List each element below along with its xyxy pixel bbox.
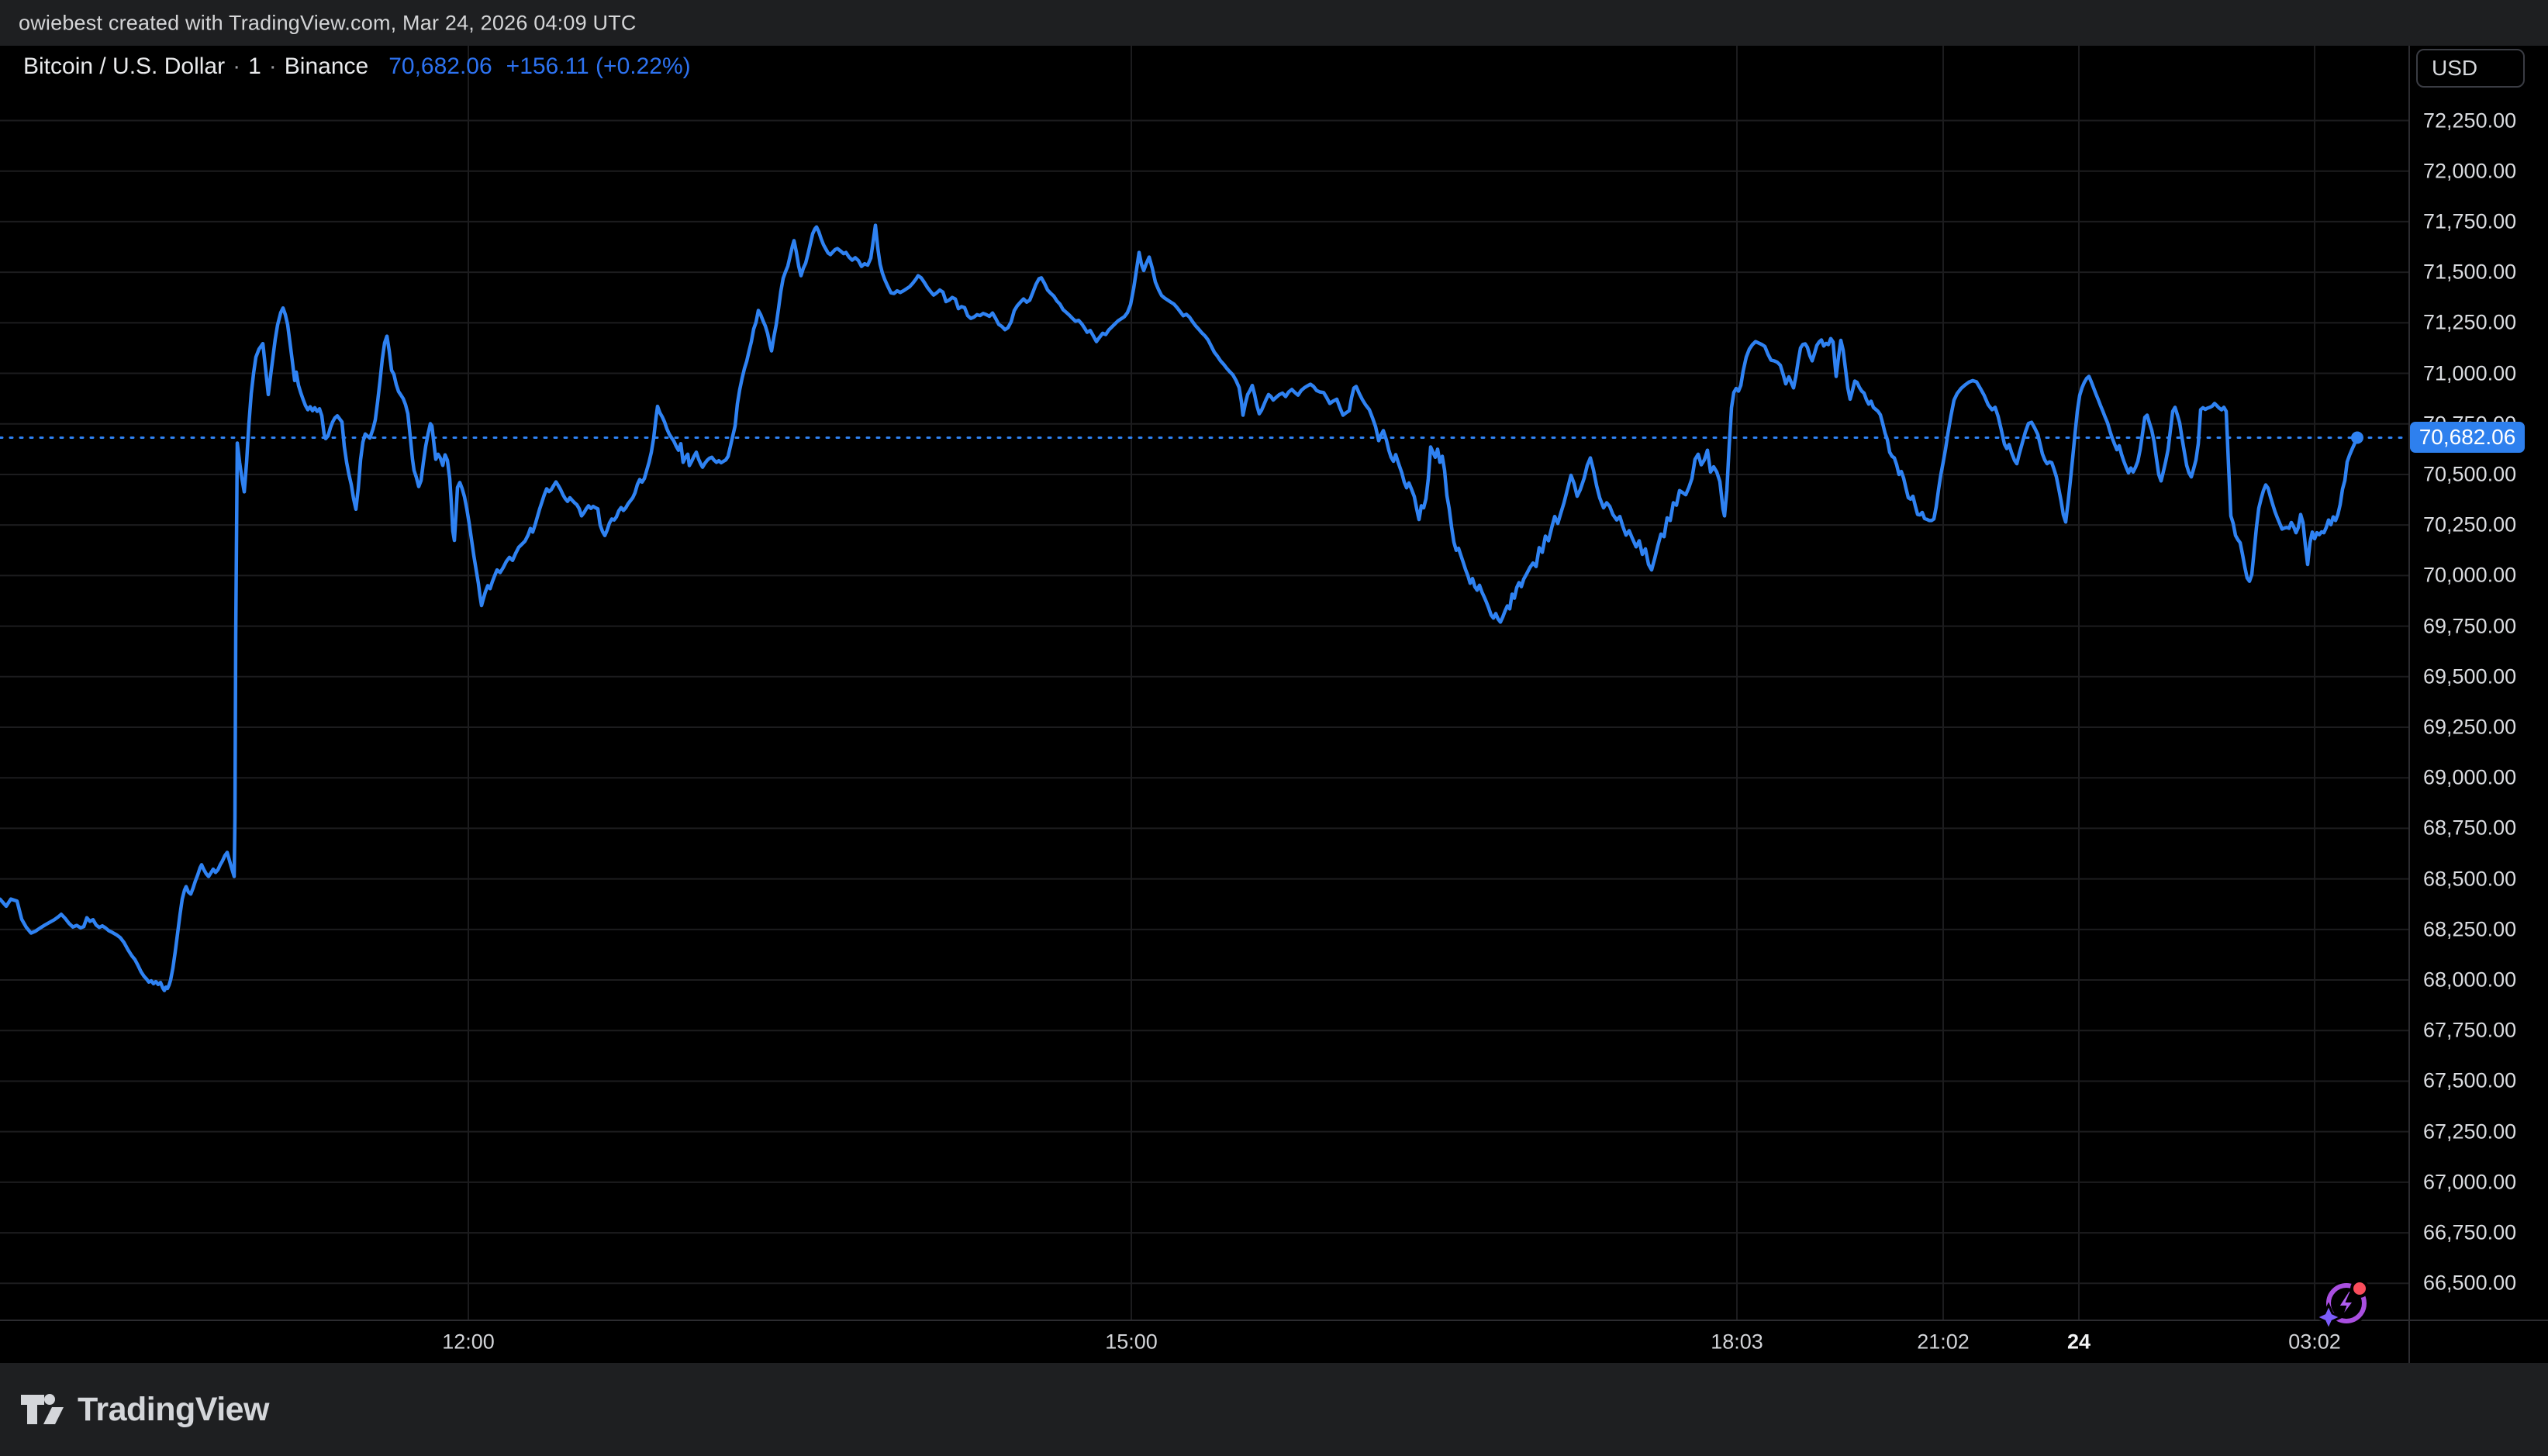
price-axis-label: 67,000.00 bbox=[2423, 1170, 2517, 1194]
price-axis-label: 68,750.00 bbox=[2423, 816, 2517, 840]
price-chart-canvas[interactable] bbox=[0, 46, 2408, 1320]
time-axis[interactable]: 12:00 15:00 18:03 21:02 24 03:02 bbox=[0, 1321, 2408, 1363]
price-axis-label: 71,750.00 bbox=[2423, 209, 2517, 233]
price-axis-label: 67,500.00 bbox=[2423, 1068, 2517, 1092]
time-axis-label: 18:03 bbox=[1711, 1330, 1763, 1354]
separator-dot: · bbox=[233, 53, 241, 79]
footer-bar: TradingView bbox=[0, 1363, 2548, 1456]
last-value-dot bbox=[2351, 431, 2363, 444]
interval-label: 1 bbox=[248, 53, 261, 79]
price-axis-label: 72,250.00 bbox=[2423, 109, 2517, 132]
time-axis-label: 21:02 bbox=[1917, 1330, 1970, 1354]
price-axis-label: 71,250.00 bbox=[2423, 310, 2517, 334]
price-axis-label: 69,750.00 bbox=[2423, 614, 2517, 638]
exchange-label: Binance bbox=[284, 53, 369, 79]
price-axis-label: 68,000.00 bbox=[2423, 968, 2517, 992]
current-price-badge: 70,682.06 bbox=[2410, 422, 2525, 454]
price-axis-label: 68,500.00 bbox=[2423, 867, 2517, 891]
price-axis[interactable]: USD 72,250.00 72,000.00 71,750.00 71,500.00… bbox=[2410, 46, 2548, 1320]
time-axis-label: 03:02 bbox=[2288, 1330, 2341, 1354]
price-axis-label: 71,000.00 bbox=[2423, 361, 2517, 385]
chart-legend: Bitcoin / U.S. Dollar · 1 · Binance 70,682.06… bbox=[23, 53, 691, 80]
price-axis-border bbox=[2408, 46, 2410, 1363]
currency-usd-button[interactable]: USD bbox=[2416, 49, 2525, 88]
separator-dot: · bbox=[268, 53, 277, 79]
tradingview-logo-text: TradingView bbox=[78, 1390, 270, 1428]
price-axis-label: 66,750.00 bbox=[2423, 1220, 2517, 1244]
price-change: +156.11 (+0.22%) bbox=[506, 53, 691, 79]
price-axis-label: 70,500.00 bbox=[2423, 462, 2517, 486]
price-axis-label: 71,500.00 bbox=[2423, 260, 2517, 284]
symbol-name: Bitcoin / U.S. Dollar bbox=[23, 53, 226, 79]
price-axis-label: 69,000.00 bbox=[2423, 765, 2517, 789]
price-axis-label: 67,750.00 bbox=[2423, 1018, 2517, 1042]
time-axis-border bbox=[0, 1320, 2548, 1321]
price-axis-label: 70,250.00 bbox=[2423, 512, 2517, 537]
price-axis-label: 69,500.00 bbox=[2423, 664, 2517, 688]
flash-magic-icon[interactable] bbox=[2315, 1272, 2376, 1333]
tradingview-logo-icon bbox=[21, 1394, 64, 1424]
price-axis-label: 66,500.00 bbox=[2423, 1271, 2517, 1295]
price-axis-label: 67,250.00 bbox=[2423, 1120, 2517, 1144]
price-axis-label: 68,250.00 bbox=[2423, 917, 2517, 941]
watermark-bar: owiebest created with TradingView.com, M… bbox=[0, 0, 2548, 46]
price-axis-label: 70,000.00 bbox=[2423, 563, 2517, 587]
time-axis-label: 24 bbox=[2066, 1330, 2091, 1354]
tradingview-logo[interactable]: TradingView bbox=[20, 1390, 270, 1429]
price-axis-label: 69,250.00 bbox=[2423, 715, 2517, 739]
chart-area[interactable]: Bitcoin / U.S. Dollar · 1 · Binance 70,682.06… bbox=[0, 46, 2548, 1363]
last-price: 70,682.06 bbox=[388, 53, 492, 79]
watermark-text: owiebest created with TradingView.com, M… bbox=[19, 11, 637, 34]
time-axis-label: 15:00 bbox=[1105, 1330, 1158, 1354]
price-line-series bbox=[0, 223, 2360, 992]
price-axis-label: 72,000.00 bbox=[2423, 159, 2517, 183]
time-axis-label: 12:00 bbox=[442, 1330, 495, 1354]
